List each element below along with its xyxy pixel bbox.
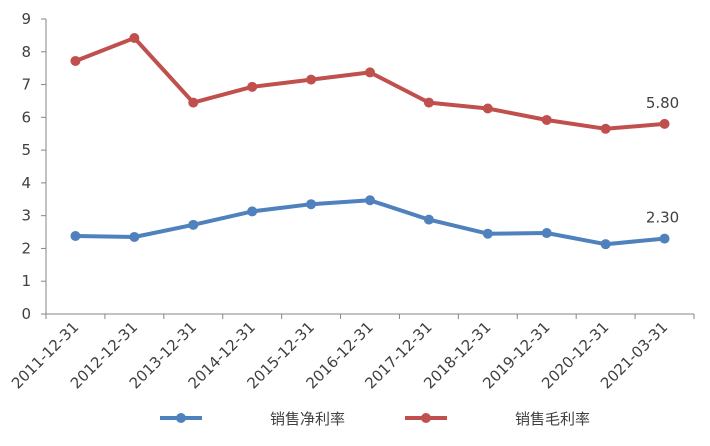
- data-point: [659, 233, 670, 244]
- data-point: [129, 231, 140, 242]
- axes: [41, 18, 695, 319]
- y-tick-label: 4: [21, 174, 31, 192]
- y-tick-labels: 0 1 2 3 4 5 6 7 8 9: [21, 10, 31, 323]
- legend-marker-1: [421, 413, 431, 423]
- data-point: [306, 199, 317, 210]
- data-point: [129, 33, 140, 44]
- legend-label: 销售净利率: [270, 410, 345, 428]
- y-tick-label: 5: [21, 141, 31, 159]
- series-line-1: [73, 36, 667, 131]
- data-point: [541, 114, 552, 125]
- y-tick-label: 2: [21, 239, 31, 257]
- data-point: [365, 195, 375, 206]
- y-tick-label: 1: [21, 272, 31, 290]
- data-point: [365, 67, 375, 78]
- data-point: [70, 230, 81, 241]
- data-point: [423, 97, 434, 108]
- y-tick-label: 7: [21, 76, 31, 94]
- data-point: [659, 118, 670, 129]
- y-tick-label: 6: [21, 108, 31, 126]
- y-tick-label: 3: [21, 207, 31, 225]
- y-tick-label: 8: [21, 43, 31, 61]
- data-label: 5.80: [646, 94, 679, 112]
- data-point: [247, 81, 258, 92]
- data-point: [600, 239, 611, 250]
- data-point: [188, 97, 199, 108]
- data-point: [600, 123, 611, 134]
- data-point: [482, 228, 493, 239]
- legend: 销售净利率 销售毛利率: [160, 410, 590, 428]
- x-tick-labels: 2011-12-312012-12-312013-12-312014-12-31…: [8, 318, 671, 392]
- data-labels: 5.80 2.30: [646, 94, 679, 227]
- data-point: [482, 103, 493, 114]
- series-points: [70, 33, 670, 250]
- y-tick-label: 0: [21, 305, 31, 323]
- data-point: [247, 206, 258, 217]
- legend-marker-0: [176, 413, 186, 423]
- data-point: [423, 214, 434, 225]
- data-point: [70, 55, 81, 66]
- data-point: [188, 219, 199, 230]
- series-line-0: [73, 198, 667, 247]
- data-point: [541, 228, 552, 239]
- data-label: 2.30: [646, 209, 679, 227]
- y-tick-label: 9: [21, 10, 31, 28]
- legend-label: 销售毛利率: [515, 410, 590, 428]
- data-point: [306, 74, 317, 85]
